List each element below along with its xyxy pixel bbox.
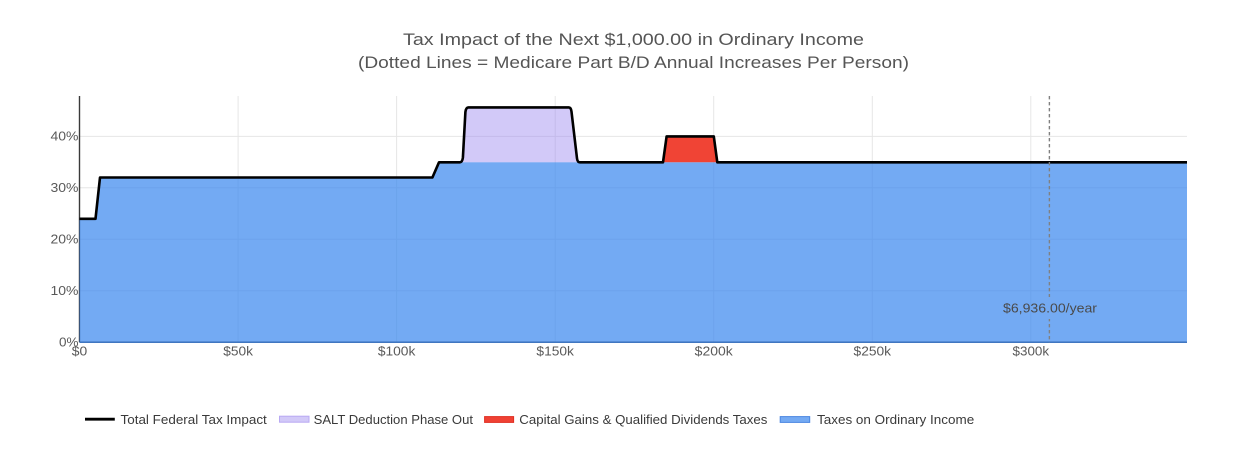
svg-text:Tax Impact of the Next $1,000.: Tax Impact of the Next $1,000.00 in Ordi… xyxy=(403,31,864,49)
svg-text:$6,936.00/year: $6,936.00/year xyxy=(1003,301,1098,316)
svg-text:$100k: $100k xyxy=(378,345,416,359)
svg-text:$250k: $250k xyxy=(854,345,892,359)
svg-text:$200k: $200k xyxy=(695,345,734,359)
svg-text:10%: 10% xyxy=(51,284,79,298)
svg-text:40%: 40% xyxy=(51,130,79,144)
svg-text:Capital Gains & Qualified Divi: Capital Gains & Qualified Dividends Taxe… xyxy=(519,413,767,427)
svg-text:$0: $0 xyxy=(72,345,87,359)
svg-text:Total Federal Tax Impact: Total Federal Tax Impact xyxy=(121,413,268,427)
svg-text:SALT Deduction Phase Out: SALT Deduction Phase Out xyxy=(314,413,474,427)
svg-text:20%: 20% xyxy=(51,233,79,247)
svg-text:0%: 0% xyxy=(59,336,79,350)
svg-text:(Dotted Lines = Medicare Part: (Dotted Lines = Medicare Part B/D Annual… xyxy=(358,54,909,72)
svg-text:30%: 30% xyxy=(51,181,79,195)
svg-text:$150k: $150k xyxy=(536,345,574,359)
svg-text:$50k: $50k xyxy=(223,345,254,359)
svg-text:$300k: $300k xyxy=(1013,345,1050,359)
svg-text:Taxes on Ordinary Income: Taxes on Ordinary Income xyxy=(817,413,974,427)
